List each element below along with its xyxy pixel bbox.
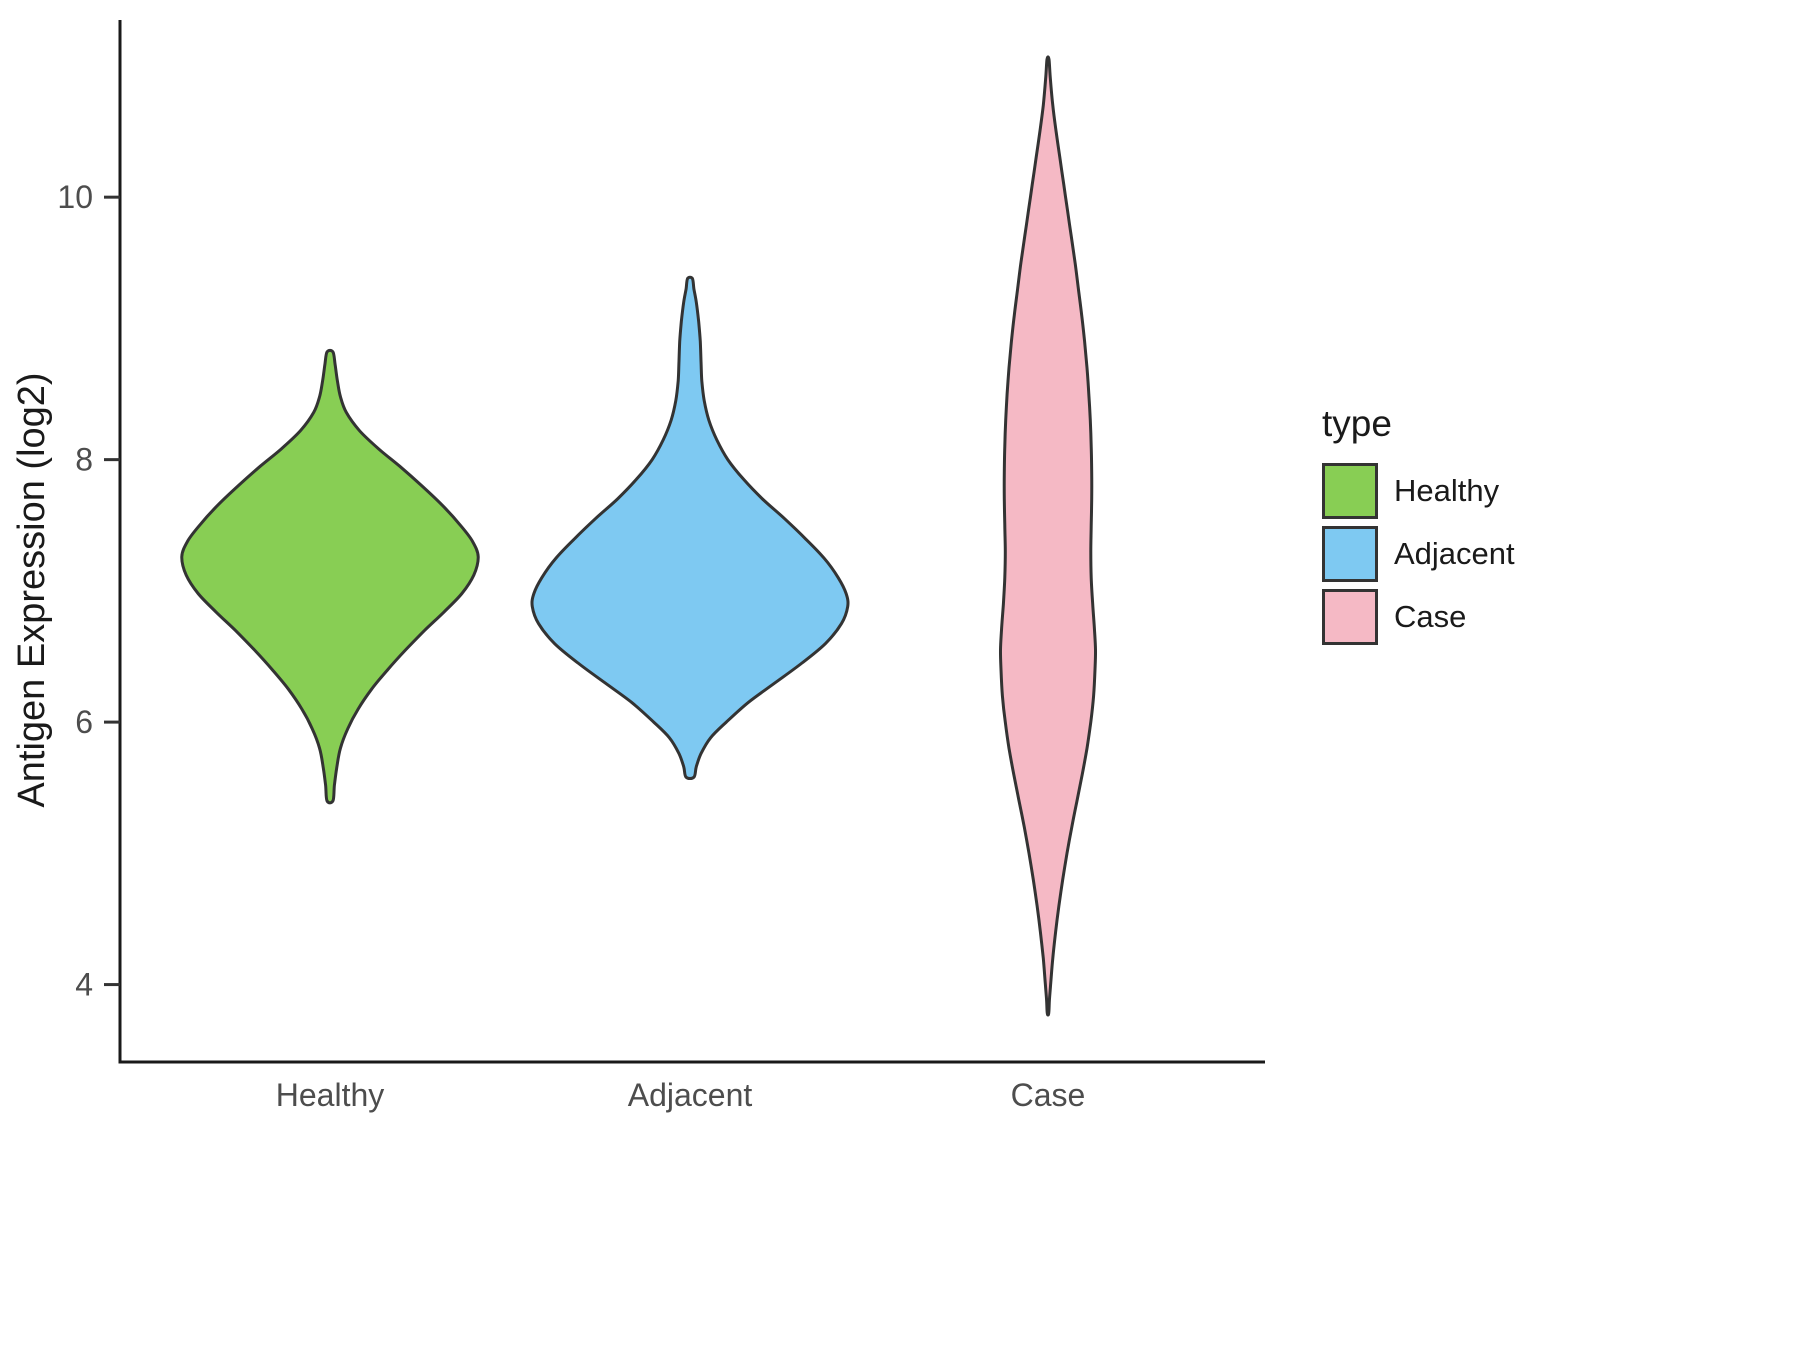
y-tick-label-6: 6	[75, 704, 93, 740]
legend-label-adjacent: Adjacent	[1394, 536, 1515, 571]
x-axis-label-adjacent: Adjacent	[628, 1077, 753, 1113]
y-axis-title: Antigen Expression (log2)	[11, 372, 53, 807]
y-tick-label-8: 8	[75, 442, 93, 478]
axes	[118, 20, 1265, 1064]
legend-label-healthy: Healthy	[1394, 473, 1500, 508]
violins	[180, 55, 1098, 1017]
legend: type Healthy Adjacent Case	[1322, 403, 1515, 652]
legend-swatch-adjacent	[1322, 526, 1378, 582]
y-tick-label-4: 4	[75, 967, 93, 1003]
legend-item-healthy: Healthy	[1322, 463, 1515, 519]
y-tick-label-10: 10	[57, 179, 93, 215]
legend-item-case: Case	[1322, 589, 1515, 645]
x-axis-label-healthy: Healthy	[276, 1077, 385, 1113]
legend-label-case: Case	[1394, 599, 1467, 634]
legend-item-adjacent: Adjacent	[1322, 526, 1515, 582]
legend-swatch-healthy	[1322, 463, 1378, 519]
legend-swatch-case	[1322, 589, 1378, 645]
x-axis-labels: Healthy Adjacent Case	[276, 1077, 1086, 1113]
y-axis-ticks: 4 6 8 10	[57, 179, 120, 1003]
legend-title: type	[1322, 403, 1392, 444]
violin-case	[998, 55, 1098, 1017]
x-axis-label-case: Case	[1011, 1077, 1086, 1113]
violin-adjacent	[530, 275, 850, 781]
legend-items: Healthy Adjacent Case	[1322, 463, 1515, 645]
violin-healthy	[180, 348, 480, 805]
